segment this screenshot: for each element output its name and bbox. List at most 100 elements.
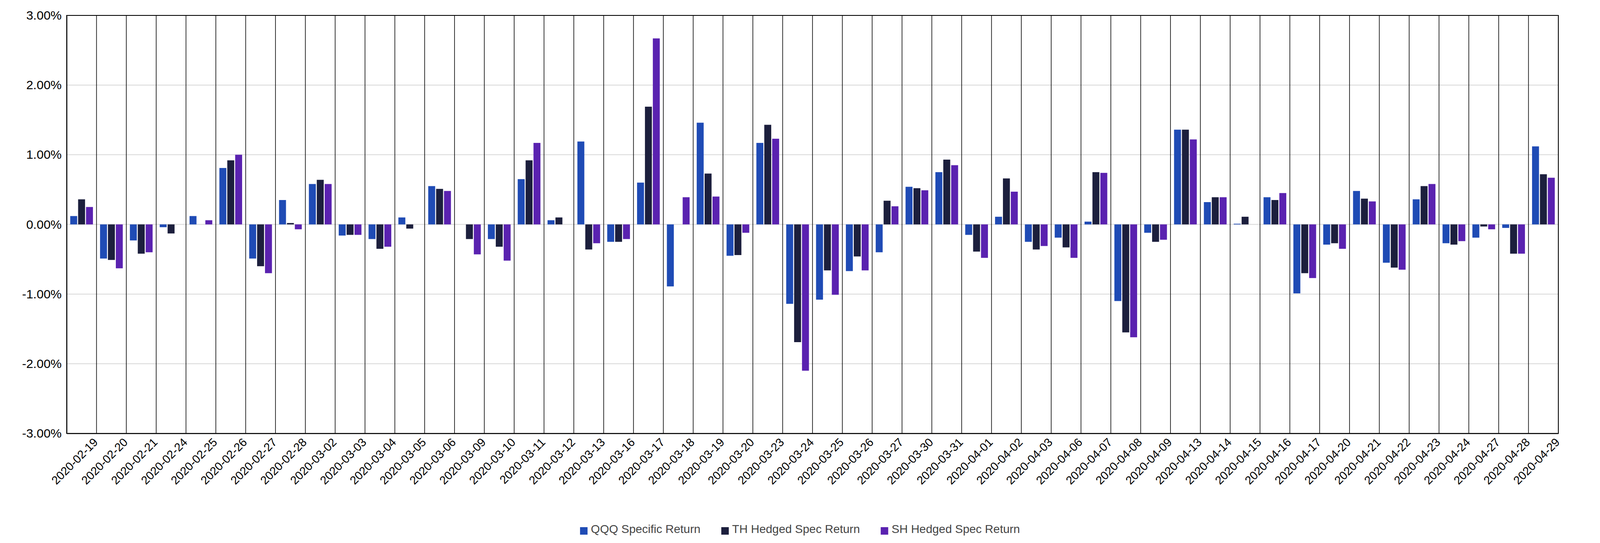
bar xyxy=(295,224,303,230)
category-separator xyxy=(1349,15,1350,434)
bar xyxy=(107,224,115,260)
category-separator xyxy=(424,15,425,434)
bar xyxy=(287,222,295,225)
bar xyxy=(265,224,273,274)
bar xyxy=(816,224,824,300)
legend-item: QQQ Specific Return xyxy=(580,522,701,536)
bar xyxy=(130,224,138,241)
bar xyxy=(995,216,1003,225)
category-separator xyxy=(961,15,963,434)
bar xyxy=(189,215,197,225)
bar xyxy=(1510,224,1518,254)
category-separator xyxy=(722,15,724,434)
category-separator xyxy=(454,15,455,434)
bar xyxy=(726,224,734,256)
bar xyxy=(428,186,436,225)
bar xyxy=(406,224,414,229)
bar xyxy=(1211,197,1219,225)
bar xyxy=(1420,186,1428,225)
bar xyxy=(338,224,346,236)
bars xyxy=(70,38,1555,371)
category-separator xyxy=(1110,15,1112,434)
bar xyxy=(1062,224,1070,248)
x-axis: 2020-02-192020-02-202020-02-212020-02-24… xyxy=(49,433,1563,488)
bar xyxy=(525,160,533,225)
bar xyxy=(637,182,645,225)
y-tick-label: -2.00% xyxy=(22,356,62,371)
category-separator xyxy=(1379,15,1380,434)
category-separator xyxy=(1319,15,1320,434)
bar xyxy=(457,224,465,225)
bar xyxy=(279,200,287,225)
category-separator xyxy=(633,15,635,434)
category-separator xyxy=(364,15,366,434)
category-separator xyxy=(513,15,515,434)
category-separator xyxy=(394,15,396,434)
bar xyxy=(1182,129,1190,225)
category-separator xyxy=(155,15,157,434)
category-separator xyxy=(275,15,276,434)
legend-label: SH Hedged Spec Return xyxy=(891,522,1020,536)
bar xyxy=(652,38,660,225)
bar xyxy=(115,224,123,269)
bar xyxy=(704,173,712,225)
bar xyxy=(972,224,980,252)
category-separator xyxy=(1050,15,1052,434)
bar xyxy=(547,220,555,225)
series xyxy=(85,38,1555,371)
bar xyxy=(1174,129,1182,225)
category-separator xyxy=(603,15,605,434)
bar xyxy=(1517,224,1525,254)
legend-item: SH Hedged Spec Return xyxy=(880,522,1020,536)
category-separator xyxy=(752,15,754,434)
category-separator xyxy=(782,15,784,434)
bar xyxy=(354,224,362,235)
category-separator xyxy=(901,15,903,434)
category-separator xyxy=(1498,15,1500,434)
bar xyxy=(533,142,541,225)
bar xyxy=(891,206,899,225)
bar xyxy=(77,199,85,225)
bar xyxy=(1390,224,1398,268)
bar xyxy=(145,224,153,253)
category-separator xyxy=(1020,15,1022,434)
bar xyxy=(1241,216,1249,225)
bar xyxy=(667,224,675,287)
bar xyxy=(1219,197,1227,225)
bar xyxy=(1301,224,1309,274)
category-separator xyxy=(1438,15,1440,434)
bar xyxy=(645,106,653,225)
bar xyxy=(1190,139,1198,225)
bar xyxy=(1160,224,1168,240)
bar xyxy=(1450,224,1458,245)
bar xyxy=(70,215,78,225)
y-tick: 2.00% xyxy=(26,77,67,92)
bar xyxy=(137,224,145,254)
x-axis-line xyxy=(67,433,1559,435)
category-separator xyxy=(812,15,813,434)
bar xyxy=(1323,224,1331,245)
bar xyxy=(585,224,593,250)
bar xyxy=(1152,224,1160,243)
bar xyxy=(473,224,481,255)
category-separator xyxy=(991,15,993,434)
legend-swatch xyxy=(580,527,588,535)
bar xyxy=(487,224,495,240)
y-axis: -3.00%-2.00%-1.00%0.00%1.00%2.00%3.00% xyxy=(22,8,68,440)
bar xyxy=(712,196,720,225)
bar xyxy=(696,122,704,225)
y-tick-label: 3.00% xyxy=(26,8,62,23)
bar xyxy=(1002,178,1010,225)
legend-swatch xyxy=(880,527,889,535)
bar xyxy=(1233,223,1241,225)
y-tick: 3.00% xyxy=(26,8,67,23)
category-separators xyxy=(96,15,1529,434)
bar xyxy=(159,224,167,228)
y-tick-label: 2.00% xyxy=(26,77,62,92)
legend-item: TH Hedged Spec Return xyxy=(721,522,860,536)
category-separator xyxy=(1259,15,1261,434)
bar xyxy=(436,188,444,225)
bar xyxy=(368,224,376,240)
category-separator xyxy=(1140,15,1142,434)
bar xyxy=(376,224,384,250)
